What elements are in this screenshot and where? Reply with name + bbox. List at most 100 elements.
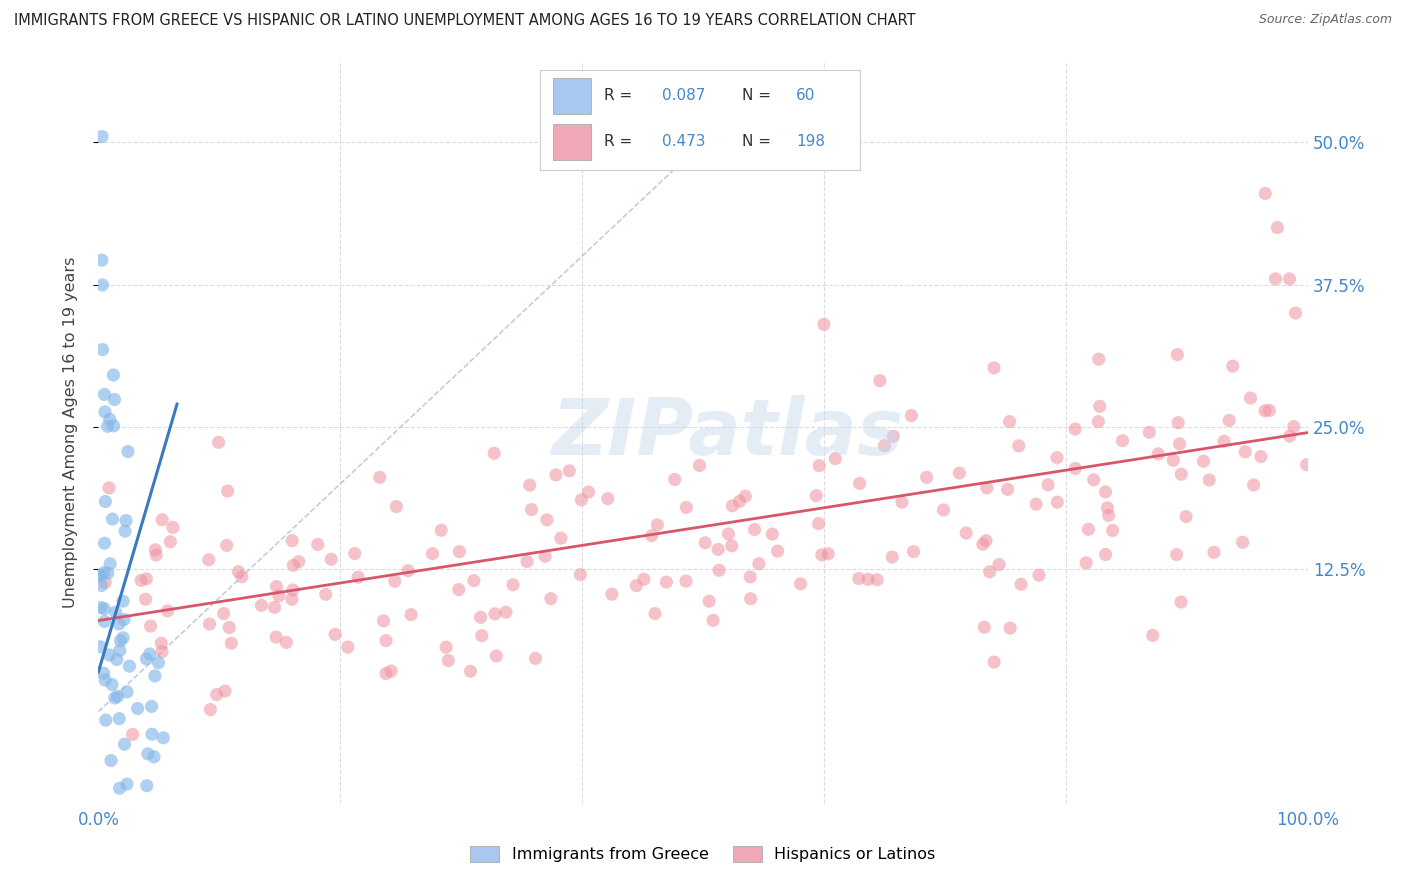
Point [205, 688, 228, 702]
Point [997, 483, 1019, 497]
Point [932, 503, 955, 517]
Point [882, 429, 904, 443]
Point [135, 652, 157, 666]
Point [276, 635, 298, 649]
Point [811, 548, 834, 562]
Point [1137, 425, 1160, 440]
Point [98, 557, 121, 571]
Point [1088, 400, 1111, 414]
Point [114, 524, 136, 538]
Point [1077, 522, 1099, 536]
Point [707, 563, 730, 577]
Point [1222, 359, 1244, 373]
Point [150, 513, 173, 527]
Point [98, 412, 121, 426]
Point [115, 514, 138, 528]
Point [1046, 495, 1069, 509]
Point [540, 591, 562, 606]
Point [484, 607, 506, 621]
Point [212, 607, 235, 621]
Point [321, 552, 343, 566]
Point [460, 665, 482, 679]
Point [217, 483, 239, 498]
Point [1166, 348, 1188, 362]
Point [848, 572, 870, 586]
Point [105, 652, 128, 666]
Point [1163, 453, 1185, 467]
Point [903, 544, 925, 558]
Point [596, 491, 619, 506]
Point [744, 523, 766, 537]
Point [264, 630, 287, 644]
Point [422, 547, 444, 561]
Point [98, 648, 121, 662]
Point [139, 619, 162, 633]
Point [664, 473, 686, 487]
Point [1083, 473, 1105, 487]
Point [307, 537, 329, 551]
Point [972, 537, 994, 551]
Point [1094, 548, 1116, 562]
Point [91, 277, 114, 292]
Point [198, 553, 221, 567]
Point [1064, 461, 1087, 475]
Point [1098, 508, 1121, 523]
Point [135, 779, 157, 793]
Point [89, 568, 111, 582]
Point [695, 536, 717, 550]
Point [141, 727, 163, 741]
Point [544, 467, 567, 482]
Point [1076, 556, 1098, 570]
Point [107, 690, 129, 704]
Point [150, 645, 173, 659]
Point [104, 605, 127, 619]
Point [143, 542, 166, 557]
Point [740, 591, 762, 606]
Point [1243, 478, 1265, 492]
Point [915, 470, 938, 484]
Point [891, 495, 914, 509]
Point [647, 517, 669, 532]
Point [1232, 535, 1254, 549]
Point [520, 502, 543, 516]
Point [1282, 419, 1305, 434]
Point [98, 481, 121, 495]
Point [141, 699, 163, 714]
Point [1267, 220, 1289, 235]
Point [998, 621, 1021, 635]
Point [516, 555, 538, 569]
Point [675, 574, 697, 588]
Point [979, 565, 1001, 579]
Point [214, 684, 236, 698]
Point [1192, 454, 1215, 468]
Point [1213, 434, 1236, 449]
Point [495, 605, 517, 619]
Point [152, 731, 174, 745]
Point [135, 572, 157, 586]
Point [162, 520, 184, 534]
Point [112, 613, 135, 627]
Point [571, 492, 593, 507]
Point [110, 633, 132, 648]
Point [569, 567, 592, 582]
Point [807, 516, 830, 531]
Point [502, 578, 524, 592]
Point [536, 513, 558, 527]
Point [315, 587, 337, 601]
Point [974, 533, 997, 548]
Point [1264, 272, 1286, 286]
Point [882, 549, 904, 564]
Point [948, 466, 970, 480]
Point [1036, 478, 1059, 492]
Point [104, 690, 127, 705]
Point [221, 636, 243, 650]
Point [973, 620, 995, 634]
Point [93, 615, 115, 629]
Point [848, 476, 870, 491]
Point [93, 387, 115, 401]
Point [118, 659, 141, 673]
Point [288, 555, 311, 569]
Point [93, 536, 115, 550]
Point [108, 616, 131, 631]
Point [1278, 429, 1301, 443]
